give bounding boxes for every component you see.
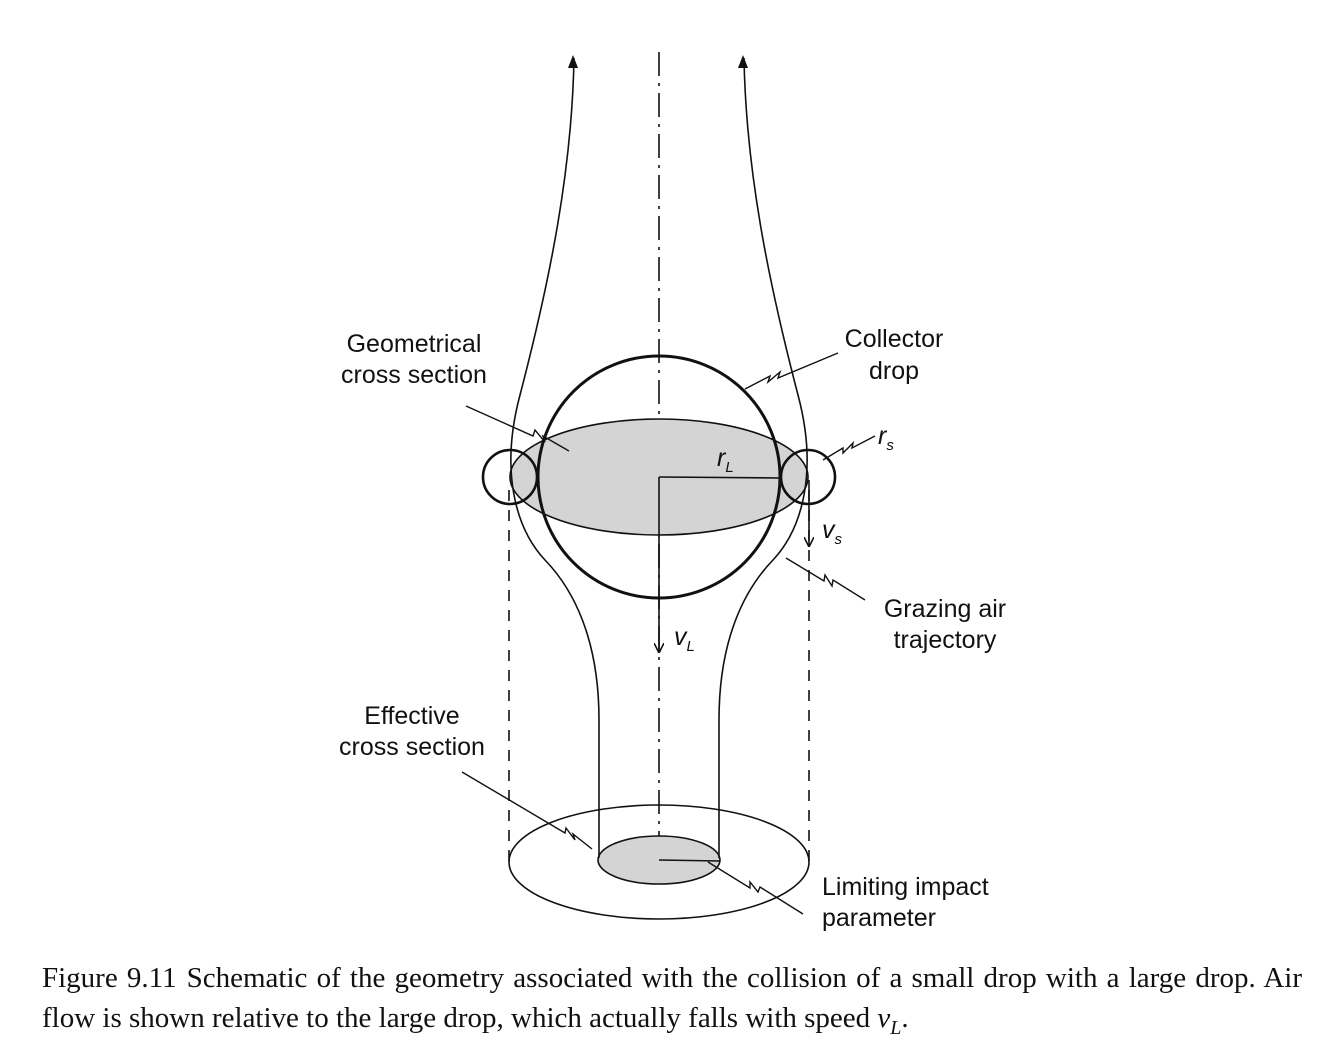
grazing-trajectory-right (718, 57, 808, 858)
leader-limiting (707, 861, 804, 915)
projected-geometric-area-ellipse (508, 804, 810, 920)
effective-label-line1: Effective (364, 702, 459, 730)
rL-symbol: rL (717, 444, 734, 476)
caption-number: Figure 9.11 (42, 962, 177, 994)
caption-variable: vL (877, 1002, 902, 1039)
geometrical-label-line1: Geometrical (347, 330, 482, 358)
caption-text: Schematic of the geometry associated wit… (42, 962, 1302, 1034)
leader-collector (744, 352, 839, 390)
leader-grazing (785, 557, 866, 601)
leader-effective (461, 771, 593, 850)
limiting-label-line1: Limiting impact (822, 873, 989, 901)
effective-label-line2: cross section (339, 733, 485, 761)
leader-geometrical (465, 405, 570, 452)
collision-geometry-diagram: Geometrical cross section Collector drop… (339, 52, 1006, 932)
collector-radius-line (658, 476, 781, 479)
vs-symbol: vs (822, 516, 843, 548)
grazing-label-line2: trajectory (894, 626, 997, 654)
small-drop-left (481, 448, 539, 506)
leader-rs (822, 435, 876, 461)
rs-symbol: rs (878, 422, 894, 454)
small-drop-right (779, 448, 837, 506)
figure-caption: Figure 9.11 Schematic of the geometry ass… (42, 958, 1302, 1048)
limiting-label-line2: parameter (822, 904, 936, 932)
caption-end: . (901, 1002, 909, 1034)
trajectory-arrow-right (738, 55, 748, 68)
trajectory-arrow-left (568, 55, 578, 68)
vL-symbol: vL (674, 623, 695, 655)
geometrical-label-line2: cross section (341, 361, 487, 389)
limiting-impact-radius-line (658, 859, 721, 862)
collector-label-line2: drop (869, 357, 919, 385)
grazing-label-line1: Grazing air (884, 595, 1006, 623)
collector-label-line1: Collector (845, 325, 944, 353)
grazing-trajectory-left (510, 57, 600, 858)
